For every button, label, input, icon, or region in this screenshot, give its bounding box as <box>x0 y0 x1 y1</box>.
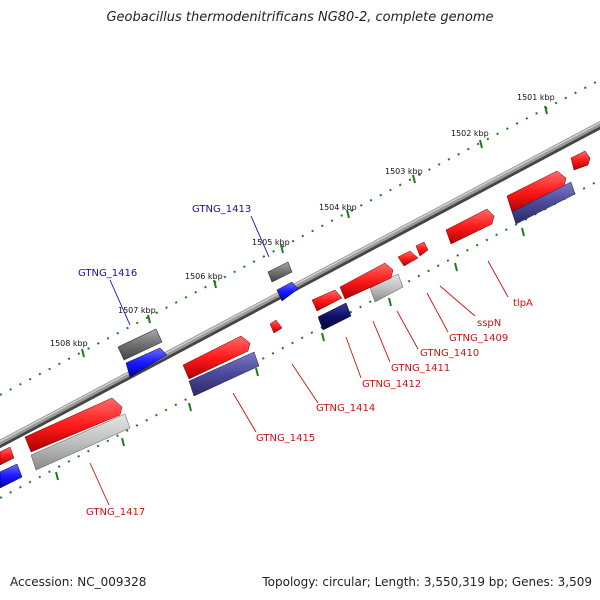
outer-ruler <box>0 79 600 396</box>
major-tick <box>454 262 458 272</box>
ruler-label-1506: 1506 kbp <box>185 272 223 281</box>
label-gtng-1414[interactable]: GTNG_1414 <box>316 403 375 414</box>
inner-ruler <box>0 179 600 499</box>
gene-red-small[interactable] <box>269 319 283 334</box>
label-gtng-1413[interactable]: GTNG_1413 <box>192 204 251 215</box>
gene-blue-edge[interactable] <box>0 463 23 489</box>
inner-ruler-dots <box>0 179 600 499</box>
major-tick <box>188 402 192 412</box>
gene-gtng-1414[interactable] <box>317 302 352 331</box>
ruler-label-1503: 1503 kbp <box>385 167 423 176</box>
gene-gtng-1416[interactable] <box>117 328 163 361</box>
major-tick <box>55 471 59 481</box>
ruler-label-1505: 1505 kbp <box>252 238 290 247</box>
gene-grey-b[interactable] <box>30 413 131 471</box>
gene-indigo-b[interactable] <box>188 351 260 397</box>
leader-tlpA <box>487 260 509 298</box>
ruler-label-1508: 1508 kbp <box>50 339 88 348</box>
label-gtng-1416[interactable]: GTNG_1416 <box>78 268 137 279</box>
leader-gtng-1409 <box>426 292 449 333</box>
accession-text: Accession: NC_009328 <box>10 575 147 589</box>
label-sspN[interactable]: sspN <box>477 318 501 329</box>
gene-gtng-1409[interactable] <box>397 250 419 267</box>
label-gtng-1411[interactable]: GTNG_1411 <box>391 363 450 374</box>
leader-gtng-1411 <box>372 320 391 363</box>
reverse-features <box>0 150 591 489</box>
ruler-label-1507: 1507 kbp <box>118 306 156 315</box>
gene-blue-a[interactable] <box>276 281 299 302</box>
ruler-label-1504: 1504 kbp <box>319 203 357 212</box>
major-tick <box>388 297 392 307</box>
label-gtng-1417[interactable]: GTNG_1417 <box>86 507 145 518</box>
gene-tlpA[interactable] <box>445 208 495 245</box>
genome-summary-text: Topology: circular; Length: 3,550,319 bp… <box>262 575 592 589</box>
outer-ruler-dots <box>0 79 600 396</box>
major-tick <box>147 314 151 324</box>
gene-indigo-a[interactable] <box>511 181 576 225</box>
ruler-label-1501: 1501 kbp <box>517 93 555 102</box>
backbone-highlight <box>0 121 600 443</box>
leader-gtng-1410 <box>396 310 419 350</box>
major-tick <box>321 332 325 342</box>
label-gtng-1412[interactable]: GTNG_1412 <box>362 379 421 390</box>
leader-lines <box>89 215 509 506</box>
major-tick <box>412 174 416 184</box>
leader-gtng-1413 <box>250 215 270 258</box>
major-tick <box>521 227 525 237</box>
gene-sspN[interactable] <box>415 241 429 257</box>
leader-sspN <box>439 285 476 317</box>
gene-gtng-1412[interactable] <box>311 289 343 312</box>
leader-gtng-1412 <box>345 336 362 379</box>
gene-gtng-1411[interactable] <box>339 262 394 300</box>
label-tlpA[interactable]: tlpA <box>513 298 533 309</box>
inner-ruler-major-ticks <box>55 227 525 481</box>
backbone-line <box>0 120 600 446</box>
gene-gtng-1413[interactable] <box>267 261 293 283</box>
leader-gtng-1414 <box>291 363 319 404</box>
major-tick <box>121 437 125 447</box>
ruler-label-1502: 1502 kbp <box>451 129 489 138</box>
genome-backbone <box>0 120 600 449</box>
leader-gtng-1417 <box>89 462 110 506</box>
map-title: Geobacillus thermodenitrificans NG80-2, … <box>106 10 494 25</box>
gene-red-b[interactable] <box>506 170 567 213</box>
gene-red-edge[interactable] <box>0 446 15 466</box>
label-gtng-1410[interactable]: GTNG_1410 <box>420 348 479 359</box>
ruler-labels: 1501 kbp 1502 kbp 1503 kbp 1504 kbp 1505… <box>50 93 555 348</box>
feature-labels: GTNG_1413 GTNG_1416 tlpA sspN GTNG_1409 … <box>78 204 533 518</box>
gene-gtng-1417[interactable] <box>24 397 123 453</box>
label-gtng-1409[interactable]: GTNG_1409 <box>449 333 508 344</box>
label-gtng-1415[interactable]: GTNG_1415 <box>256 433 315 444</box>
major-tick <box>213 279 217 289</box>
gene-blue-b[interactable] <box>125 347 168 378</box>
major-tick <box>544 105 548 115</box>
major-tick <box>255 367 259 377</box>
outer-ruler-major-ticks <box>81 105 548 358</box>
forward-features <box>117 261 293 361</box>
gene-red-a[interactable] <box>570 150 591 171</box>
major-tick <box>81 348 85 358</box>
major-tick <box>280 244 284 254</box>
major-tick <box>479 139 483 149</box>
leader-gtng-1416 <box>109 279 131 326</box>
major-tick <box>346 209 350 219</box>
gene-gtng-1415[interactable] <box>182 335 251 380</box>
leader-gtng-1415 <box>232 392 257 433</box>
